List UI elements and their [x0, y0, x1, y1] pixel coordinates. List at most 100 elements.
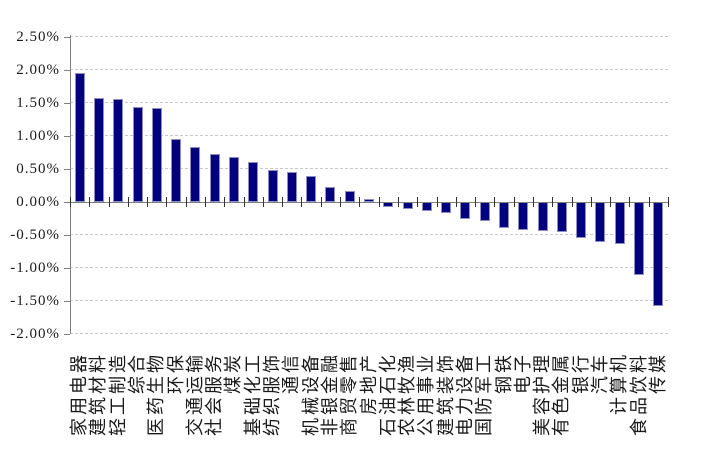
bar — [228, 157, 239, 202]
x-category-label: 有色金属 — [551, 352, 573, 436]
gridline — [70, 69, 668, 70]
x-category-label: 传媒 — [647, 352, 669, 394]
bar — [171, 139, 182, 202]
x-axis-tick — [301, 197, 302, 207]
bar — [595, 202, 606, 243]
bar — [267, 169, 278, 202]
bar — [499, 202, 510, 228]
x-category-label: 通信 — [281, 352, 303, 394]
x-category-label: 机械设备 — [300, 352, 322, 436]
bar — [364, 198, 374, 202]
gridline — [70, 168, 668, 169]
bar — [132, 106, 143, 202]
gridline — [70, 36, 668, 37]
x-axis-tick — [591, 197, 592, 207]
x-category-label: 食品饮料 — [628, 352, 650, 436]
x-category-label: 建筑装饰 — [435, 352, 457, 436]
x-axis-tick — [147, 197, 148, 207]
bar — [113, 99, 124, 202]
x-category-label: 医药生物 — [146, 352, 168, 436]
y-axis-tick-label: -1.00% — [10, 260, 60, 276]
x-axis-tick — [128, 197, 129, 207]
x-axis-tick — [668, 197, 669, 207]
x-category-label: 房地产 — [358, 352, 380, 415]
x-category-label: 汽车 — [589, 352, 611, 394]
bar — [190, 147, 201, 202]
gridline — [70, 234, 668, 235]
bar — [344, 191, 355, 202]
y-axis-tick — [64, 70, 70, 71]
x-category-label: 环保 — [165, 352, 187, 394]
y-axis-tick — [64, 103, 70, 104]
x-category-label: 美容护理 — [532, 352, 554, 436]
category-axis-line — [70, 202, 668, 203]
y-axis-tick-label: -2.00% — [10, 326, 60, 342]
x-axis-tick — [533, 197, 534, 207]
x-axis-tick — [437, 197, 438, 207]
x-axis-tick — [629, 197, 630, 207]
x-category-label: 国防军工 — [474, 352, 496, 436]
bar — [537, 202, 548, 232]
x-axis-tick — [340, 197, 341, 207]
x-category-label: 社会服务 — [204, 352, 226, 436]
x-axis-tick — [572, 197, 573, 207]
y-axis-tick-label: 2.00% — [16, 62, 60, 78]
x-axis-tick — [205, 197, 206, 207]
x-axis-tick — [282, 197, 283, 207]
x-category-label: 综合 — [127, 352, 149, 394]
bar — [325, 186, 336, 202]
x-axis-tick — [379, 197, 380, 207]
x-axis-tick — [109, 197, 110, 207]
bar — [518, 202, 529, 231]
y-axis-tick — [64, 235, 70, 236]
y-axis-tick — [64, 37, 70, 38]
x-category-label: 农林牧渔 — [397, 352, 419, 436]
bar — [93, 97, 104, 202]
x-axis-tick — [359, 197, 360, 207]
bar — [421, 202, 432, 211]
bar — [209, 153, 220, 202]
x-category-label: 轻工制造 — [107, 352, 129, 436]
bar — [286, 172, 297, 202]
x-category-label: 非银金融 — [319, 352, 341, 436]
x-category-label: 家用电器 — [69, 352, 91, 436]
x-axis-tick — [70, 197, 71, 207]
bar — [614, 202, 625, 245]
x-axis-tick — [186, 197, 187, 207]
y-axis-tick-label: 1.50% — [16, 95, 60, 111]
bar — [576, 202, 587, 239]
bar — [479, 202, 490, 222]
x-category-label: 电力设备 — [454, 352, 476, 436]
bar — [74, 72, 85, 202]
x-axis-tick — [89, 197, 90, 207]
x-category-label: 建筑材料 — [88, 352, 110, 436]
x-axis-tick — [514, 197, 515, 207]
x-category-label: 银行 — [570, 352, 592, 394]
y-axis-tick-label: 1.00% — [16, 128, 60, 144]
y-axis-tick-label: -0.50% — [10, 227, 60, 243]
y-axis-tick — [64, 202, 70, 203]
gridline — [70, 102, 668, 103]
x-axis-tick — [244, 197, 245, 207]
bar — [248, 161, 259, 202]
bar — [402, 202, 413, 210]
bar — [556, 202, 567, 233]
x-category-label: 纺织服饰 — [262, 352, 284, 436]
bar — [151, 108, 162, 202]
y-axis-tick — [64, 136, 70, 137]
x-category-label: 电子 — [512, 352, 534, 394]
x-axis-tick — [552, 197, 553, 207]
x-axis-tick — [456, 197, 457, 207]
gridline — [70, 333, 668, 334]
x-axis-tick — [475, 197, 476, 207]
x-axis-tick — [398, 197, 399, 207]
x-axis-tick — [649, 197, 650, 207]
y-axis-tick — [64, 334, 70, 335]
y-axis-line — [70, 35, 71, 334]
y-axis-tick-label: 2.50% — [16, 29, 60, 45]
y-axis-tick-label: 0.50% — [16, 161, 60, 177]
x-category-label: 煤炭 — [223, 352, 245, 394]
x-category-label: 交通运输 — [184, 352, 206, 436]
bar — [460, 202, 471, 219]
